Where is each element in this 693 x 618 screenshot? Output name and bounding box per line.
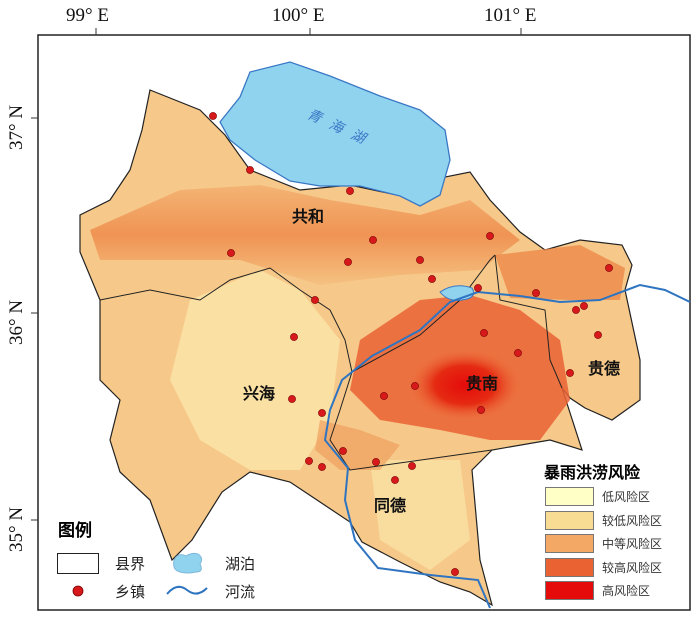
- low-risk-zone-xinghai: [170, 270, 340, 470]
- town-marker: [346, 187, 354, 195]
- risk-raster: [79, 89, 641, 607]
- boundary-gonghe-xinghai: [99, 267, 353, 373]
- risk-legend-item: 较低风险区: [545, 510, 663, 530]
- town-marker: [246, 166, 254, 174]
- town-marker: [318, 463, 326, 471]
- risk-swatch: [545, 581, 594, 600]
- lon-label-100: 100° E: [272, 5, 325, 26]
- town-marker: [580, 302, 588, 310]
- town-marker: [288, 395, 296, 403]
- town-marker: [344, 258, 352, 266]
- legend-label-lake: 湖泊: [225, 555, 256, 573]
- town-marker: [594, 331, 602, 339]
- town-marker: [474, 284, 482, 292]
- town-marker: [290, 333, 298, 341]
- town-marker: [477, 406, 485, 414]
- risk-label: 低风险区: [602, 490, 651, 504]
- county-boundaries: [99, 254, 563, 471]
- risk-swatch: [545, 534, 594, 553]
- lat-label-35: 35° N: [6, 506, 27, 552]
- county-label-gonghe: 共和: [292, 207, 325, 226]
- boundary-guinan-guide: [494, 254, 563, 389]
- legend-title: 图例: [58, 521, 92, 541]
- risk-legend-item: 高风险区: [545, 581, 650, 600]
- town-marker: [372, 458, 380, 466]
- risk-label: 较低风险区: [602, 513, 663, 528]
- lake-swatch-icon: [173, 552, 203, 574]
- boundary-tongde: [329, 371, 493, 471]
- medium-risk-zone-south: [315, 420, 400, 470]
- town-marker: [566, 369, 574, 377]
- risk-legend-item: 中等风险区: [545, 534, 662, 553]
- town-marker: [411, 382, 419, 390]
- risk-label: 中等风险区: [602, 537, 663, 551]
- town-marker: [305, 457, 313, 465]
- towns: [209, 112, 613, 576]
- higher-risk-band-north: [90, 185, 520, 285]
- county-label-tongde: 同德: [374, 496, 407, 515]
- low-risk-zone-tongde: [370, 460, 470, 570]
- risk-swatch: [545, 487, 594, 506]
- town-marker: [311, 296, 319, 304]
- town-marker: [391, 476, 399, 484]
- risk-legend-item: 低风险区: [545, 487, 650, 506]
- town-marker: [572, 306, 580, 314]
- high-risk-zone: [410, 350, 520, 420]
- risk-legend-title: 暴雨洪涝风险: [544, 463, 641, 482]
- risk-swatch: [545, 557, 594, 577]
- risk-label: 高风险区: [602, 584, 651, 598]
- town-marker: [486, 232, 494, 240]
- town-marker: [318, 409, 326, 417]
- lat-label-36: 36° N: [6, 299, 27, 345]
- town-dot-icon: [72, 585, 84, 597]
- town-marker: [532, 289, 540, 297]
- risk-label: 较高风险区: [602, 560, 663, 575]
- risk-legend-item: 较高风险区: [545, 557, 663, 577]
- legend-label-river: 河流: [225, 583, 256, 601]
- qinghai-lake: [219, 61, 451, 207]
- county-label-guinan: 贵南: [466, 374, 499, 393]
- higher-risk-zone-guide: [495, 245, 625, 300]
- lat-label-37: 37° N: [6, 104, 27, 150]
- risk-swatch: [545, 510, 594, 530]
- town-marker: [209, 112, 217, 120]
- town-marker: [369, 236, 377, 244]
- town-marker: [416, 256, 424, 264]
- county-label-guide: 贵德: [588, 359, 621, 378]
- town-marker: [480, 329, 488, 337]
- town-marker: [605, 264, 613, 272]
- town-marker: [514, 349, 522, 357]
- town-marker: [408, 462, 416, 470]
- town-marker: [451, 568, 459, 576]
- lon-label-99: 99° E: [66, 5, 109, 26]
- yellow-river: [323, 283, 691, 609]
- town-marker: [227, 249, 235, 257]
- town-marker: [428, 275, 436, 283]
- legend-label-town: 乡镇: [115, 583, 146, 601]
- county-boundary-swatch: [57, 553, 99, 574]
- town-marker: [339, 447, 347, 455]
- county-label-xinghai: 兴海: [243, 384, 276, 403]
- legend-label-county: 县界: [115, 555, 146, 573]
- river-swatch-icon: [166, 585, 208, 595]
- town-marker: [380, 392, 388, 400]
- lon-label-101: 101° E: [484, 5, 537, 26]
